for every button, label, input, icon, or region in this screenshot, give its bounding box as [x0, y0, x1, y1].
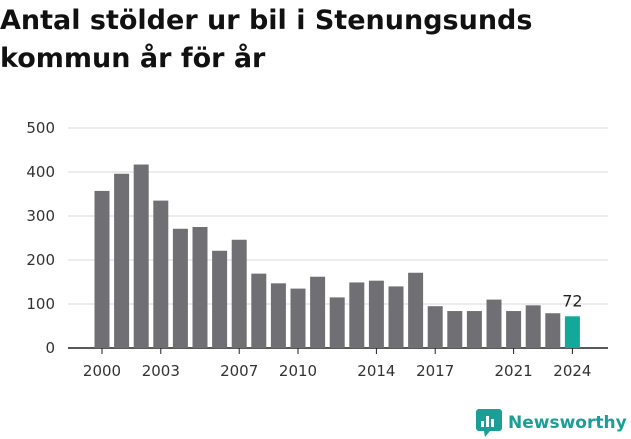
x-axis-ticks: 2000 2003 2007 2010 2014 2017 2021 2024 [83, 348, 591, 380]
x-tick-label: 2007 [220, 362, 258, 380]
bar-2019 [466, 311, 482, 348]
x-tick-label: 2000 [83, 362, 121, 380]
bar-2023 [545, 313, 561, 348]
data-labels: 72 [562, 291, 582, 310]
x-tick-label: 2003 [142, 362, 180, 380]
bar-2014 [368, 280, 384, 348]
bars [94, 164, 580, 348]
y-axis-ticks: 0 100 200 300 400 500 [26, 119, 55, 357]
y-tick-label: 100 [26, 295, 55, 313]
x-tick-label: 2010 [279, 362, 317, 380]
y-tick-label: 500 [26, 119, 55, 137]
bar-2020 [486, 299, 502, 348]
bar-chart: 0 100 200 300 400 500 2000 2003 2007 2010 2014 201… [26, 119, 608, 380]
bar-2010 [290, 288, 306, 348]
newsworthy-logo: Newsworthy [476, 408, 627, 438]
x-tick-label: 2014 [357, 362, 395, 380]
bar-2012 [329, 297, 345, 348]
bar-2018 [447, 311, 463, 348]
bar-2006 [212, 250, 228, 348]
newsworthy-chart-icon [476, 409, 502, 437]
bar-2011 [310, 276, 326, 348]
newsworthy-wordmark: Newsworthy [508, 413, 627, 433]
data-label-2024: 72 [562, 291, 582, 310]
bar-2022 [525, 305, 541, 348]
y-tick-label: 300 [26, 207, 55, 225]
bar-2024 [564, 316, 580, 348]
y-tick-label: 0 [45, 339, 55, 357]
bar-2001 [114, 173, 130, 348]
chart-title: Antal stölder ur bil i Stenungsunds komm… [0, 5, 533, 74]
bar-2021 [506, 311, 522, 348]
bar-2004 [172, 228, 188, 348]
x-tick-label: 2017 [416, 362, 454, 380]
bar-2008 [251, 273, 267, 348]
bar-2005 [192, 227, 208, 348]
bar-2015 [388, 286, 404, 348]
bar-2016 [408, 272, 424, 348]
y-tick-label: 400 [26, 163, 55, 181]
bar-2000 [94, 190, 110, 348]
bar-2017 [427, 306, 443, 348]
bar-2002 [133, 164, 149, 348]
bar-2009 [270, 283, 286, 348]
bar-2013 [349, 282, 365, 348]
x-tick-label: 2024 [553, 362, 591, 380]
x-tick-label: 2021 [495, 362, 533, 380]
bar-2003 [153, 200, 169, 348]
y-tick-label: 200 [26, 251, 55, 269]
bar-2007 [231, 239, 247, 348]
